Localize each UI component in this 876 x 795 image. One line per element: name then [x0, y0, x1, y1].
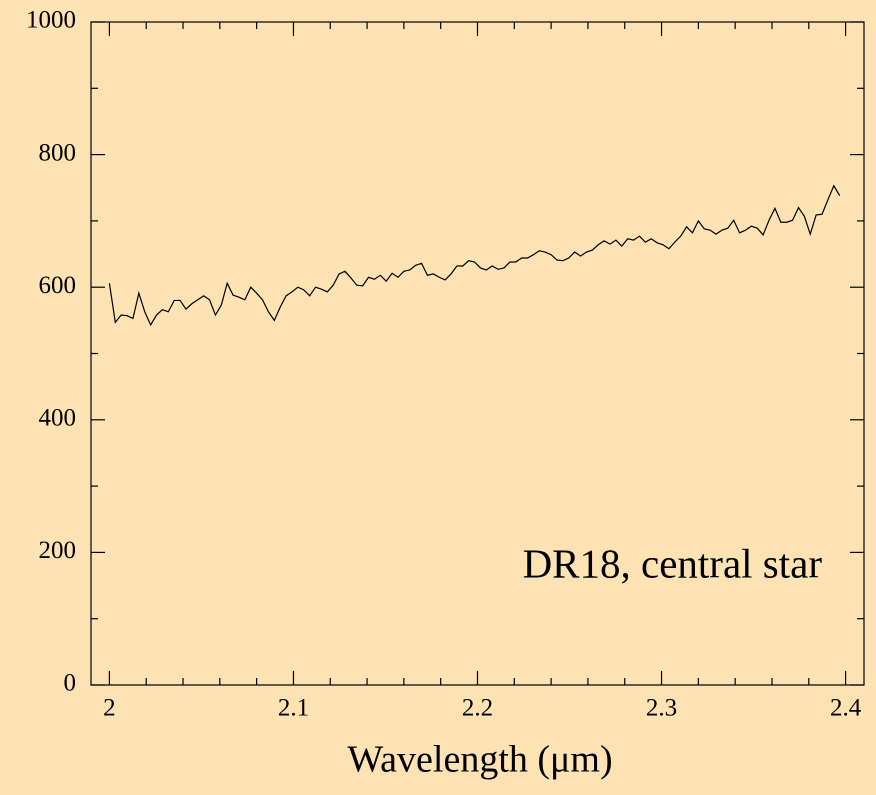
x-tick-label: 2 — [103, 695, 116, 722]
x-tick-label: 2.2 — [462, 695, 493, 722]
y-tick-label: 1000 — [26, 7, 76, 34]
x-tick-label: 2.3 — [646, 695, 677, 722]
x-axis-label: Wavelength (μm) — [347, 739, 612, 781]
y-tick-label: 200 — [39, 537, 77, 564]
spectrum-line — [108, 184, 841, 327]
y-tick-label: 0 — [64, 670, 77, 697]
y-tick-label: 800 — [39, 139, 77, 166]
x-tick-label: 2.4 — [830, 695, 862, 722]
annotation: DR18, central star — [523, 540, 823, 586]
x-tick-label: 2.1 — [278, 695, 309, 722]
y-tick-label: 400 — [39, 405, 77, 432]
y-tick-label: 600 — [39, 272, 77, 299]
